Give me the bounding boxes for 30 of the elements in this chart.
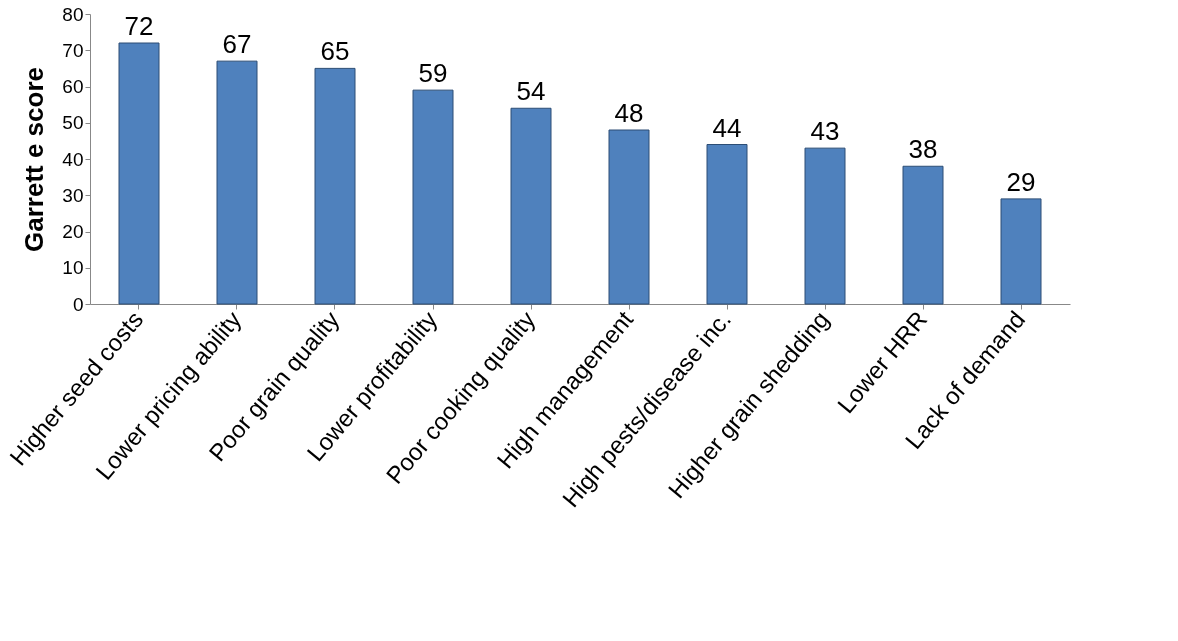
data-label: 44 bbox=[712, 112, 742, 143]
y-tick-label: 80 bbox=[62, 3, 84, 25]
bar bbox=[1000, 198, 1042, 305]
y-tick-label: 50 bbox=[62, 112, 84, 134]
y-tick-label: 70 bbox=[62, 39, 84, 61]
data-label: 65 bbox=[320, 36, 350, 67]
bar bbox=[510, 107, 552, 305]
data-label: 48 bbox=[614, 98, 644, 128]
bar bbox=[216, 60, 258, 305]
y-tick-label: 40 bbox=[62, 148, 84, 170]
bar bbox=[314, 67, 356, 305]
data-label: 59 bbox=[418, 58, 448, 89]
y-tick-label: 10 bbox=[62, 257, 84, 279]
data-label: 67 bbox=[222, 29, 252, 60]
bar bbox=[804, 147, 846, 305]
data-label: 29 bbox=[1006, 166, 1036, 197]
data-label: 38 bbox=[908, 134, 938, 165]
y-axis-title: Garrett e score bbox=[19, 67, 50, 252]
y-tick-label: 0 bbox=[72, 293, 84, 315]
bar bbox=[608, 129, 650, 305]
bar bbox=[902, 165, 944, 305]
y-tick-label: 60 bbox=[62, 76, 84, 97]
bar bbox=[118, 42, 160, 305]
data-label: 43 bbox=[810, 116, 840, 147]
y-tick-label: 30 bbox=[62, 184, 84, 206]
data-label: 54 bbox=[516, 76, 546, 107]
y-tick-label: 20 bbox=[62, 221, 84, 242]
bar bbox=[706, 144, 748, 305]
bar bbox=[412, 89, 454, 305]
data-label: 72 bbox=[124, 11, 154, 41]
